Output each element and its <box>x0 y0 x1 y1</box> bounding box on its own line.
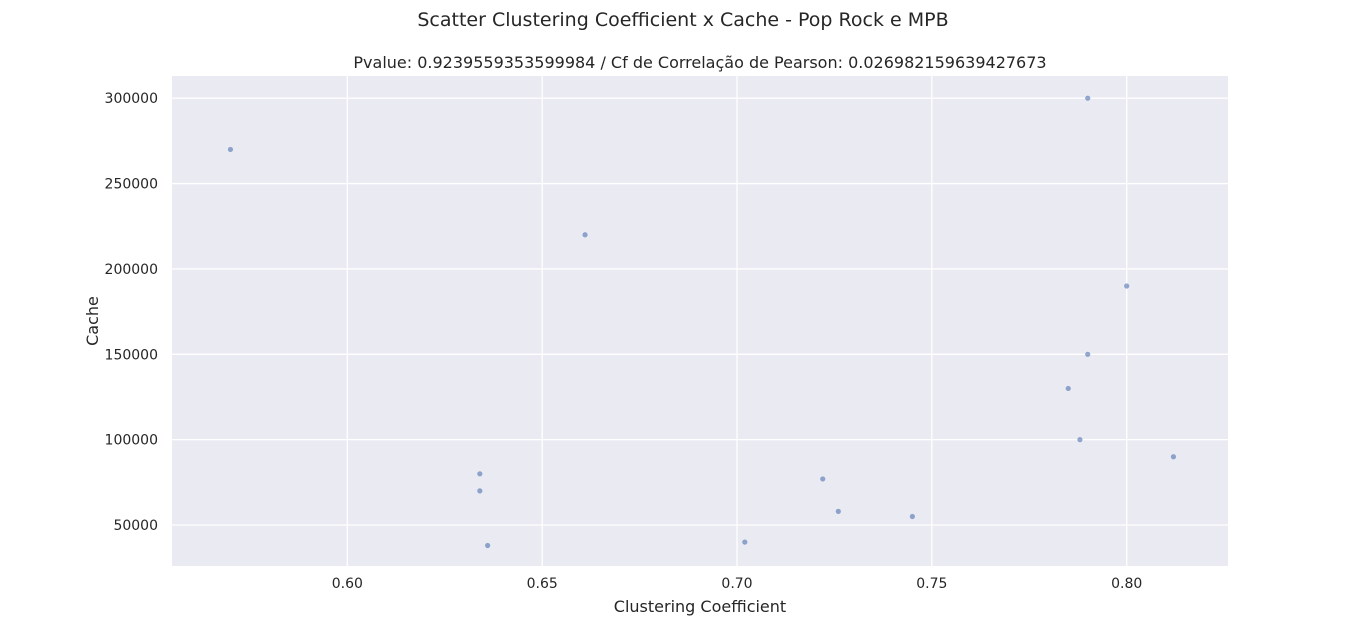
y-tick-label: 200000 <box>105 262 158 278</box>
y-tick-label: 50000 <box>113 518 158 534</box>
x-axis-ticks: 0.60 0.65 0.70 0.75 0.80 <box>332 576 1143 592</box>
x-tick-label: 0.65 <box>527 576 558 592</box>
data-point <box>477 488 483 494</box>
y-tick-label: 100000 <box>105 433 158 449</box>
x-tick-label: 0.80 <box>1111 576 1142 592</box>
plot-area <box>172 76 1228 566</box>
data-point <box>1085 95 1091 101</box>
chart-subtitle: Pvalue: 0.9239559353599984 / Cf de Corre… <box>353 53 1046 72</box>
y-tick-label: 300000 <box>105 91 158 107</box>
data-point <box>227 146 234 153</box>
grid-lines <box>172 76 1228 566</box>
y-axis-ticks: 50000 100000 150000 200000 250000 300000 <box>105 91 158 534</box>
data-point <box>742 539 748 545</box>
data-point <box>582 232 588 238</box>
y-axis-label: Cache <box>83 296 102 346</box>
data-point <box>485 542 491 549</box>
data-point <box>1065 385 1071 392</box>
figure-title: Scatter Clustering Coefficient x Cache -… <box>417 9 949 31</box>
y-tick-label: 150000 <box>105 347 158 363</box>
data-point <box>909 513 915 520</box>
data-point <box>477 471 483 477</box>
data-point <box>1077 437 1083 443</box>
x-tick-label: 0.60 <box>332 576 363 592</box>
data-point <box>1170 454 1177 460</box>
data-point <box>1124 283 1130 289</box>
data-point <box>820 476 826 482</box>
x-tick-label: 0.75 <box>916 576 947 592</box>
data-point <box>835 508 841 514</box>
data-point <box>1085 351 1091 357</box>
x-axis-label: Clustering Coefficient <box>614 597 786 616</box>
x-tick-label: 0.70 <box>721 576 752 592</box>
data-points <box>227 95 1177 549</box>
y-tick-label: 250000 <box>105 177 158 193</box>
